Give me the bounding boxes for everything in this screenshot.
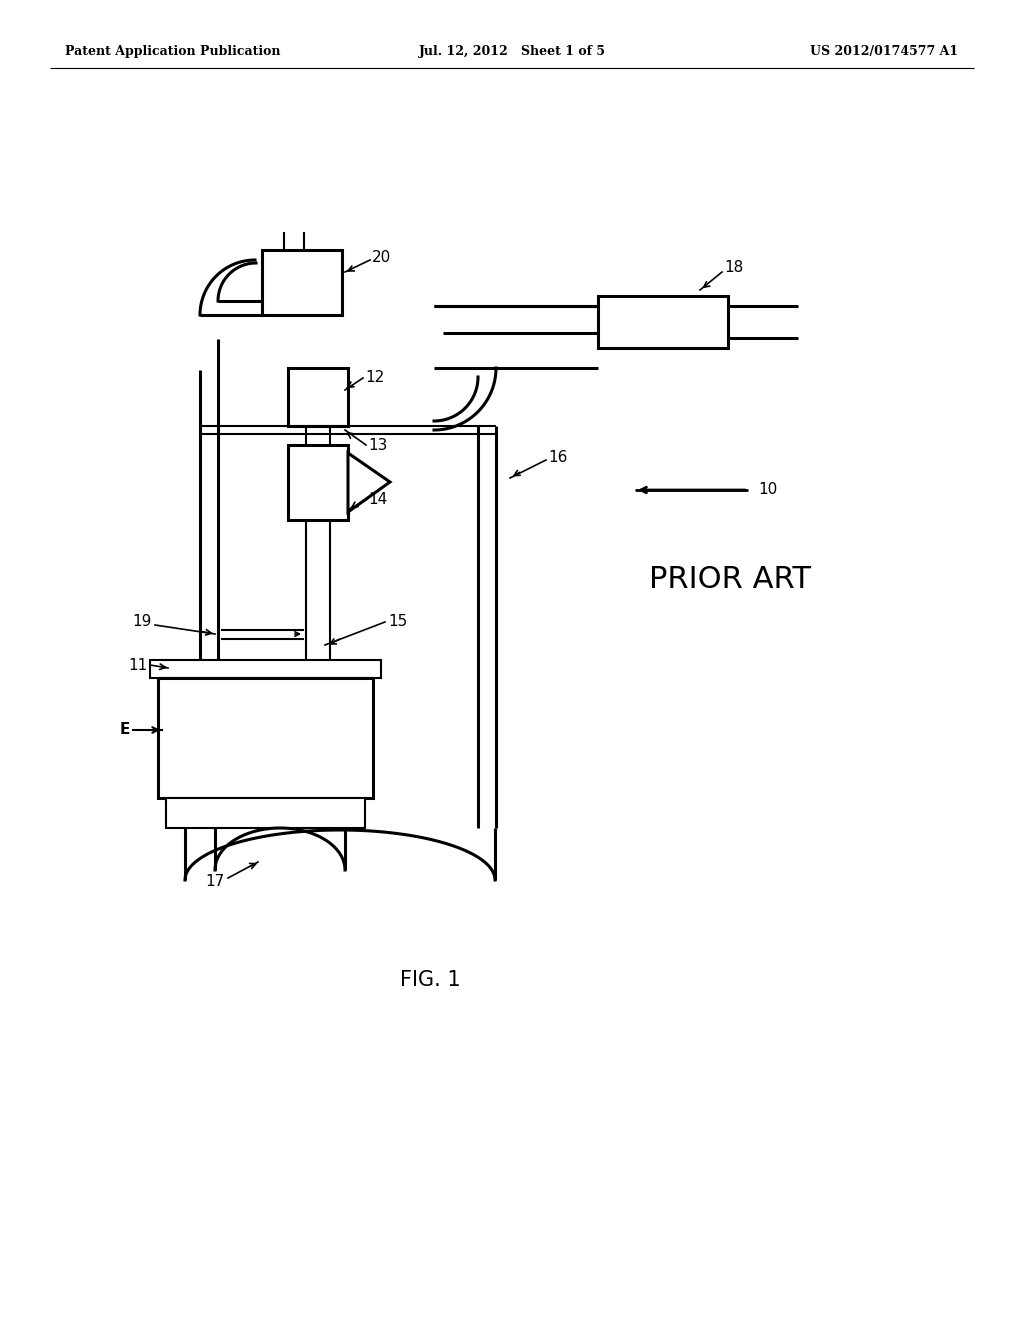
Text: 20: 20 bbox=[372, 251, 391, 265]
Text: 14: 14 bbox=[368, 492, 387, 507]
Text: E: E bbox=[120, 722, 130, 738]
Bar bbox=[288, 445, 348, 520]
Text: Patent Application Publication: Patent Application Publication bbox=[65, 45, 281, 58]
Text: FIG. 1: FIG. 1 bbox=[399, 970, 461, 990]
Polygon shape bbox=[348, 453, 390, 512]
Bar bbox=[598, 296, 728, 348]
Bar bbox=[262, 249, 342, 315]
Text: PRIOR ART: PRIOR ART bbox=[649, 565, 811, 594]
Bar bbox=[166, 799, 365, 828]
Text: 15: 15 bbox=[388, 615, 408, 630]
Text: 11: 11 bbox=[129, 657, 148, 672]
Text: 18: 18 bbox=[724, 260, 743, 276]
Text: 13: 13 bbox=[368, 437, 387, 453]
Text: 10: 10 bbox=[758, 483, 777, 498]
Text: US 2012/0174577 A1: US 2012/0174577 A1 bbox=[810, 45, 958, 58]
Text: Jul. 12, 2012   Sheet 1 of 5: Jul. 12, 2012 Sheet 1 of 5 bbox=[419, 45, 605, 58]
Text: 17: 17 bbox=[206, 874, 225, 890]
Bar bbox=[150, 660, 381, 678]
Text: 12: 12 bbox=[365, 371, 384, 385]
Text: 16: 16 bbox=[548, 450, 567, 466]
Bar bbox=[158, 678, 373, 799]
Text: 19: 19 bbox=[133, 615, 152, 630]
Bar bbox=[288, 368, 348, 426]
